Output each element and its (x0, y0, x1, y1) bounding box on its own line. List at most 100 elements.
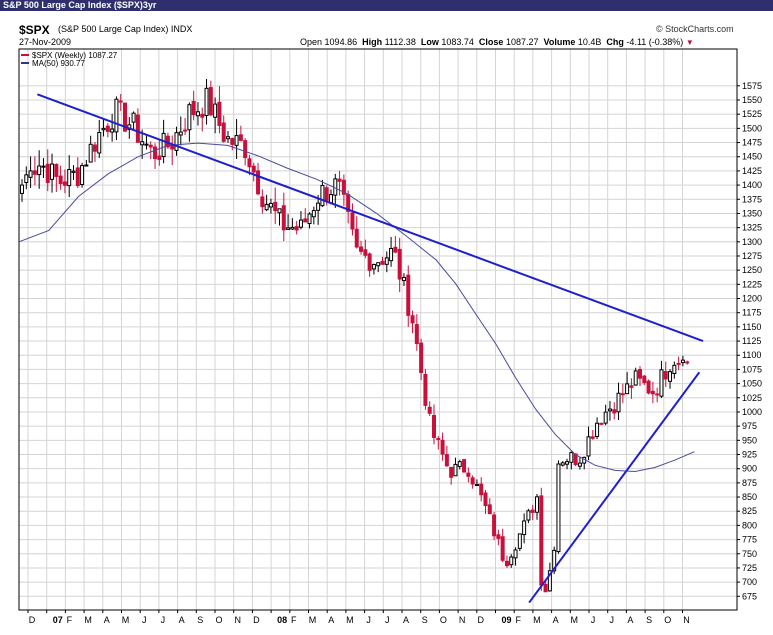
candle (436, 435, 441, 450)
candle (178, 116, 183, 146)
candle (638, 366, 642, 387)
candle (217, 86, 222, 134)
candle (590, 429, 595, 440)
candle (256, 162, 261, 196)
x-tick-label: A (403, 615, 409, 625)
volume-label: Volume (543, 37, 576, 47)
candle (659, 360, 664, 399)
candle (530, 504, 535, 521)
candle (401, 273, 406, 286)
candle (397, 237, 402, 293)
x-tick-label: S (646, 615, 652, 625)
candle (440, 432, 445, 461)
y-tick-label: 1475 (742, 138, 762, 148)
candle (363, 239, 368, 259)
candle (67, 155, 72, 198)
quote-date: 27-Nov-2009 (19, 37, 72, 47)
x-tick-label: J (142, 615, 147, 625)
candle (607, 400, 612, 421)
candle (526, 508, 531, 524)
candle (629, 378, 634, 399)
candle (354, 216, 359, 249)
candlesticks (20, 78, 690, 593)
y-tick-label: 1400 (742, 180, 762, 190)
volume-value: 10.4B (577, 37, 602, 47)
candle (616, 382, 621, 420)
candle (479, 477, 484, 502)
candle (260, 189, 265, 214)
y-tick-label: 975 (742, 421, 757, 431)
candle (642, 374, 647, 386)
y-tick-label: 1450 (742, 152, 762, 162)
chg-value: -4.11 (-0.38%) (626, 37, 684, 47)
chart-title: S&P 500 Large Cap Index ($SPX)3yr (3, 0, 157, 10)
legend-label: MA(50) 930.77 (32, 59, 85, 68)
candle (646, 379, 651, 395)
candle (105, 123, 110, 138)
y-tick-label: 1250 (742, 265, 762, 275)
candle (277, 208, 282, 226)
y-tick-label: 1200 (742, 294, 762, 304)
x-tick-label: O (664, 615, 671, 625)
candle (247, 154, 252, 176)
candle (496, 529, 501, 546)
candle (20, 179, 24, 202)
candle (586, 426, 591, 461)
candle (204, 78, 209, 125)
x-axis: D 07 F M A M J J A S O N D 08 F M A M J J A S O N D 09 F M A M J J A S O N (27, 610, 690, 625)
x-tick-label: D (253, 615, 260, 625)
x-tick-label: J (366, 615, 371, 625)
candle (157, 140, 162, 166)
trendline (37, 93, 704, 342)
candle (427, 401, 432, 416)
candle (655, 387, 660, 403)
y-tick-label: 825 (742, 506, 757, 516)
y-tick-label: 1550 (742, 95, 762, 105)
y-tick-label: 1150 (742, 322, 761, 332)
x-tick-label: S (422, 615, 428, 625)
candle (286, 214, 291, 230)
candle (298, 210, 303, 230)
candle (148, 141, 153, 160)
candle (556, 460, 561, 554)
candle (140, 129, 145, 159)
candle (153, 143, 158, 169)
candle (384, 251, 389, 273)
candle (595, 417, 600, 440)
candle (341, 174, 346, 206)
title-bar: S&P 500 Large Cap Index ($SPX)3yr (0, 0, 773, 11)
candle (535, 493, 539, 520)
candle (174, 126, 179, 156)
candle (487, 498, 492, 515)
x-tick-label: N (234, 615, 241, 625)
y-tick-label: 950 (742, 435, 757, 445)
candle (410, 310, 415, 334)
candle (281, 192, 286, 242)
candle (367, 252, 372, 277)
candle (685, 360, 690, 365)
candle (453, 457, 458, 477)
candle (62, 169, 67, 194)
candle (101, 118, 106, 137)
x-tick-label: J (385, 615, 390, 625)
candle (37, 150, 42, 189)
stockcharts-credit[interactable]: © StockCharts.com (656, 24, 734, 34)
x-tick-label: N (459, 615, 466, 625)
y-tick-label: 1525 (742, 109, 762, 119)
y-tick-label: 800 (742, 520, 757, 530)
open-value: 1094.86 (324, 37, 358, 47)
x-tick-label: M (571, 615, 579, 625)
candle (110, 113, 115, 142)
candle (423, 369, 428, 410)
x-tick-label: J (161, 615, 166, 625)
candle (84, 159, 89, 167)
candle (333, 173, 338, 208)
candle (114, 96, 119, 141)
candle (28, 156, 33, 188)
candle (577, 457, 582, 470)
x-tick-label: M (346, 615, 354, 625)
x-tick-label: A (104, 615, 110, 625)
close-value: 1087.27 (505, 37, 539, 47)
x-tick-label: A (553, 615, 559, 625)
